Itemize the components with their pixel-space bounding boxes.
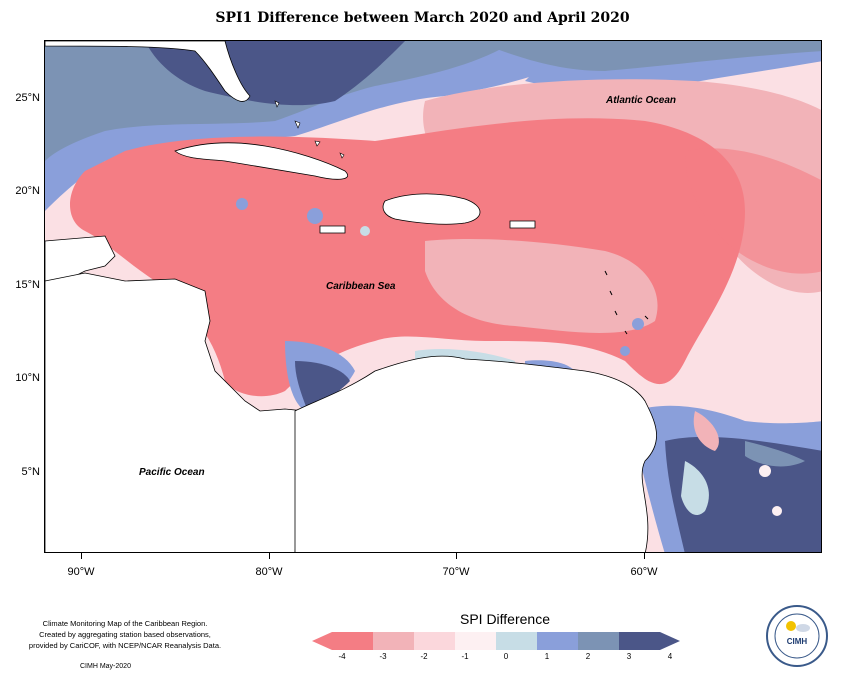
lon-tick-80: 80°W xyxy=(255,566,283,578)
credit-date: CIMH May-2020 xyxy=(80,663,131,670)
lat-tick-15: 15°N xyxy=(15,279,40,291)
legend-arrow-left xyxy=(312,632,332,650)
lat-tick-5: 5°N xyxy=(21,466,40,478)
credit-line: Created by aggregating station based obs… xyxy=(39,630,211,639)
cimh-logo: CIMH xyxy=(766,605,828,667)
map-title: SPI1 Difference between March 2020 and A… xyxy=(215,10,630,26)
sun-icon xyxy=(786,621,796,631)
legend-swatch xyxy=(332,632,373,650)
legend-tick: -4 xyxy=(338,652,346,661)
lon-tick-70: 70°W xyxy=(442,566,470,578)
cloud-icon xyxy=(796,624,810,632)
legend-tick: 4 xyxy=(667,652,673,661)
lat-tick-10: 10°N xyxy=(15,372,40,384)
legend-colorbar xyxy=(312,632,680,650)
lon-tick-90: 90°W xyxy=(67,566,95,578)
map-panel xyxy=(44,40,822,553)
tick-mark xyxy=(269,553,270,559)
label-pacific-ocean: Pacific Ocean xyxy=(139,467,205,478)
credit-line: provided by CariCOF, with NCEP/NCAR Rean… xyxy=(28,641,222,650)
legend-swatch xyxy=(619,632,660,650)
legend-tick: -2 xyxy=(420,652,428,661)
legend-swatch xyxy=(496,632,537,650)
tick-mark xyxy=(644,553,645,559)
legend-tick: 0 xyxy=(503,652,509,661)
legend-arrow-right xyxy=(660,632,680,650)
map-canvas xyxy=(45,41,821,552)
legend-tick: -1 xyxy=(461,652,469,661)
legend-swatch xyxy=(414,632,455,650)
legend-swatch xyxy=(373,632,414,650)
lat-tick-20: 20°N xyxy=(15,185,40,197)
lat-tick-25: 25°N xyxy=(15,92,40,104)
legend-tick: 1 xyxy=(544,652,550,661)
legend-swatch xyxy=(578,632,619,650)
legend-tick: 2 xyxy=(585,652,591,661)
tick-mark xyxy=(456,553,457,559)
legend-tick: 3 xyxy=(626,652,632,661)
credit-line: Climate Monitoring Map of the Caribbean … xyxy=(42,619,208,628)
tick-mark xyxy=(81,553,82,559)
logo-text: CIMH xyxy=(787,637,808,646)
legend-tick: -3 xyxy=(379,652,387,661)
legend-title: SPI Difference xyxy=(459,611,550,627)
label-atlantic-ocean: Atlantic Ocean xyxy=(606,95,677,106)
logo-inner-ring xyxy=(774,613,820,659)
label-caribbean-sea: Caribbean Sea xyxy=(326,281,396,292)
legend-swatch xyxy=(455,632,496,650)
lon-tick-60: 60°W xyxy=(630,566,658,578)
map-credits: Climate Monitoring Map of the Caribbean … xyxy=(20,618,230,651)
legend-swatch xyxy=(537,632,578,650)
